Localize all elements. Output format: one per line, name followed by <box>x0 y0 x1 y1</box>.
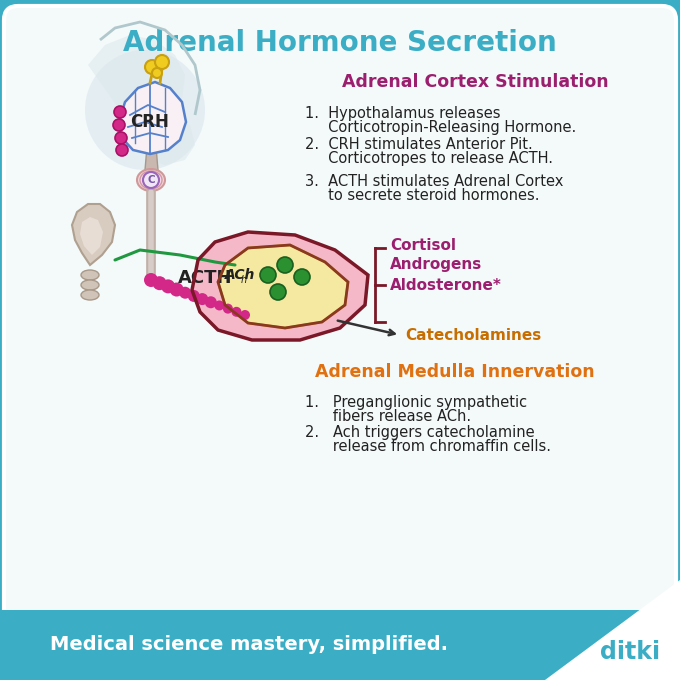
Text: Catecholamines: Catecholamines <box>405 328 541 343</box>
Text: 1.   Preganglionic sympathetic: 1. Preganglionic sympathetic <box>305 395 527 410</box>
Ellipse shape <box>81 290 99 300</box>
Text: 2.  CRH stimulates Anterior Pit.: 2. CRH stimulates Anterior Pit. <box>305 137 532 152</box>
Text: 2.   Ach triggers catecholamine: 2. Ach triggers catecholamine <box>305 425 534 440</box>
Ellipse shape <box>81 280 99 290</box>
Text: release from chromaffin cells.: release from chromaffin cells. <box>305 439 551 454</box>
Ellipse shape <box>81 270 99 280</box>
Text: C: C <box>147 175 155 185</box>
Ellipse shape <box>85 50 205 170</box>
Ellipse shape <box>137 169 165 191</box>
Text: Corticotropin-Releasing Hormone.: Corticotropin-Releasing Hormone. <box>305 120 576 135</box>
Circle shape <box>161 279 175 293</box>
Text: Cortisol: Cortisol <box>390 237 456 252</box>
Circle shape <box>270 284 286 300</box>
Circle shape <box>155 55 169 69</box>
Text: CRH: CRH <box>130 113 169 131</box>
Circle shape <box>145 60 159 74</box>
Circle shape <box>169 283 184 296</box>
Text: Adrenal Cortex Stimulation: Adrenal Cortex Stimulation <box>341 73 609 91</box>
Polygon shape <box>118 82 186 154</box>
Polygon shape <box>88 35 195 165</box>
Ellipse shape <box>140 171 162 189</box>
Circle shape <box>214 301 224 311</box>
Circle shape <box>223 304 233 313</box>
Polygon shape <box>218 245 348 328</box>
Text: ACTH: ACTH <box>178 269 233 287</box>
Circle shape <box>260 267 276 283</box>
Circle shape <box>188 290 200 302</box>
Text: ditki: ditki <box>600 640 660 664</box>
Circle shape <box>152 276 167 290</box>
Circle shape <box>277 257 293 273</box>
Text: Corticotropes to release ACTH.: Corticotropes to release ACTH. <box>305 151 553 166</box>
Polygon shape <box>545 580 680 680</box>
Circle shape <box>116 144 128 156</box>
Text: h: h <box>241 275 247 285</box>
Circle shape <box>231 307 241 317</box>
Text: Androgens: Androgens <box>390 258 482 273</box>
Circle shape <box>205 296 217 308</box>
Circle shape <box>152 68 162 78</box>
Text: 1.  Hypothalamus releases: 1. Hypothalamus releases <box>305 106 500 121</box>
Circle shape <box>115 132 127 144</box>
Circle shape <box>144 273 158 287</box>
Circle shape <box>240 310 250 320</box>
Text: Adrenal Medulla Innervation: Adrenal Medulla Innervation <box>316 363 595 381</box>
Circle shape <box>143 172 159 188</box>
Circle shape <box>114 106 126 118</box>
Text: fibers release ACh.: fibers release ACh. <box>305 409 471 424</box>
Text: Aldosterone*: Aldosterone* <box>390 277 502 292</box>
Text: to secrete steroid hormones.: to secrete steroid hormones. <box>305 188 539 203</box>
Polygon shape <box>80 217 103 255</box>
Text: 3.  ACTH stimulates Adrenal Cortex: 3. ACTH stimulates Adrenal Cortex <box>305 174 563 189</box>
Circle shape <box>197 293 208 305</box>
Polygon shape <box>145 135 158 170</box>
Polygon shape <box>192 232 368 340</box>
Bar <box>0 610 680 680</box>
FancyBboxPatch shape <box>4 6 676 624</box>
Text: Adrenal Hormone Secretion: Adrenal Hormone Secretion <box>123 29 557 57</box>
Circle shape <box>180 287 191 299</box>
Circle shape <box>294 269 310 285</box>
Text: ACh: ACh <box>225 268 256 282</box>
Text: Medical science mastery, simplified.: Medical science mastery, simplified. <box>50 636 448 654</box>
Circle shape <box>113 119 125 131</box>
Polygon shape <box>72 204 115 265</box>
